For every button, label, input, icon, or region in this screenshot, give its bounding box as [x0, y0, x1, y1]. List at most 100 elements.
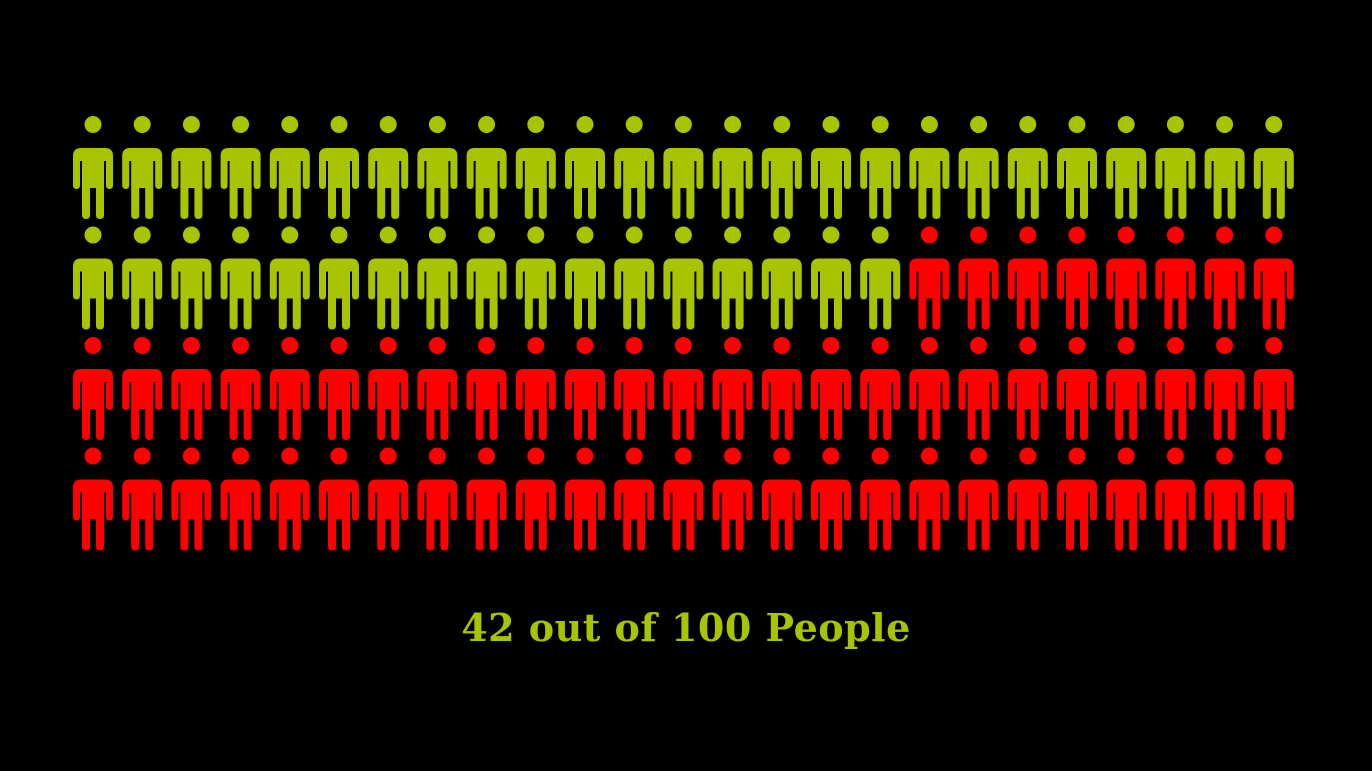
- person-icon: [565, 447, 605, 551]
- person-icon: [958, 447, 999, 551]
- person-icon: [1057, 337, 1097, 440]
- person-icon: [712, 447, 753, 551]
- person-icon: [368, 226, 409, 330]
- person-icon: [417, 226, 458, 330]
- person-icon: [811, 337, 851, 440]
- person-icon: [860, 226, 901, 330]
- person-icon: [515, 337, 556, 440]
- person-icon: [1007, 337, 1048, 440]
- person-icon: [1204, 447, 1245, 551]
- person-icon: [220, 447, 261, 551]
- person-icon: [958, 226, 999, 330]
- person-icon: [515, 447, 556, 551]
- person-icon: [122, 116, 163, 219]
- person-icon: [1057, 226, 1097, 330]
- person-icon: [1106, 337, 1147, 440]
- person-icon: [614, 337, 655, 440]
- person-icon: [122, 337, 163, 440]
- person-icon: [712, 337, 753, 440]
- person-icon: [811, 116, 851, 219]
- person-icon: [761, 226, 802, 330]
- person-icon: [1106, 226, 1147, 330]
- person-icon: [860, 116, 901, 219]
- person-icon: [860, 337, 901, 440]
- person-icon: [368, 116, 409, 219]
- person-icon: [1253, 116, 1294, 219]
- person-icon: [220, 337, 261, 440]
- person-icon: [73, 226, 113, 330]
- person-icon: [1057, 447, 1097, 551]
- person-icon: [614, 116, 655, 219]
- person-icon: [909, 116, 950, 219]
- person-icon: [1007, 226, 1048, 330]
- person-icon: [909, 226, 950, 330]
- person-icon: [958, 116, 999, 219]
- person-icon: [1204, 226, 1245, 330]
- person-icon: [614, 226, 655, 330]
- person-icon: [761, 116, 802, 219]
- person-icon: [712, 226, 753, 330]
- person-icon: [909, 447, 950, 551]
- person-icon: [122, 447, 163, 551]
- person-icon: [1253, 337, 1294, 440]
- person-icon: [220, 226, 261, 330]
- person-icon: [368, 337, 409, 440]
- person-icon: [220, 116, 261, 219]
- person-icon: [614, 447, 655, 551]
- person-icon: [171, 447, 212, 551]
- person-icon: [515, 116, 556, 219]
- person-icon: [269, 447, 310, 551]
- person-icon: [1007, 447, 1048, 551]
- person-icon: [319, 447, 359, 551]
- person-icon: [1204, 337, 1245, 440]
- person-icon: [1155, 226, 1196, 330]
- person-icon: [1106, 116, 1147, 219]
- person-icon: [319, 337, 359, 440]
- person-icon: [1106, 447, 1147, 551]
- person-icon: [1155, 116, 1196, 219]
- person-icon: [1204, 116, 1245, 219]
- person-icon: [712, 116, 753, 219]
- person-icon: [73, 447, 113, 551]
- chart-caption: 42 out of 100 People: [461, 605, 911, 650]
- person-icon: [319, 116, 359, 219]
- person-icon: [73, 337, 113, 440]
- person-icon: [565, 116, 605, 219]
- person-icon: [1253, 226, 1294, 330]
- person-icon: [466, 116, 507, 219]
- person-icon: [122, 226, 163, 330]
- person-icon: [73, 116, 113, 219]
- person-icon: [466, 226, 507, 330]
- person-icon: [319, 226, 359, 330]
- person-icon: [417, 447, 458, 551]
- person-icon: [466, 447, 507, 551]
- person-icon: [958, 337, 999, 440]
- person-icon: [171, 116, 212, 219]
- person-icon: [466, 337, 507, 440]
- person-icon: [860, 447, 901, 551]
- person-icon: [909, 337, 950, 440]
- person-icon: [663, 226, 704, 330]
- person-icon: [515, 226, 556, 330]
- person-icon: [811, 447, 851, 551]
- person-icon: [368, 447, 409, 551]
- person-icon: [171, 226, 212, 330]
- person-icon: [761, 447, 802, 551]
- person-icon: [269, 226, 310, 330]
- person-icon: [1155, 337, 1196, 440]
- person-icon: [417, 116, 458, 219]
- person-icon: [761, 337, 802, 440]
- person-icon: [171, 337, 212, 440]
- person-icon: [269, 337, 310, 440]
- person-icon: [565, 337, 605, 440]
- person-icon: [1057, 116, 1097, 219]
- person-icon: [417, 337, 458, 440]
- person-icon: [1007, 116, 1048, 219]
- person-icon: [269, 116, 310, 219]
- person-icon: [811, 226, 851, 330]
- person-icon: [1253, 447, 1294, 551]
- person-icon: [663, 447, 704, 551]
- person-icon: [1155, 447, 1196, 551]
- person-icon: [663, 337, 704, 440]
